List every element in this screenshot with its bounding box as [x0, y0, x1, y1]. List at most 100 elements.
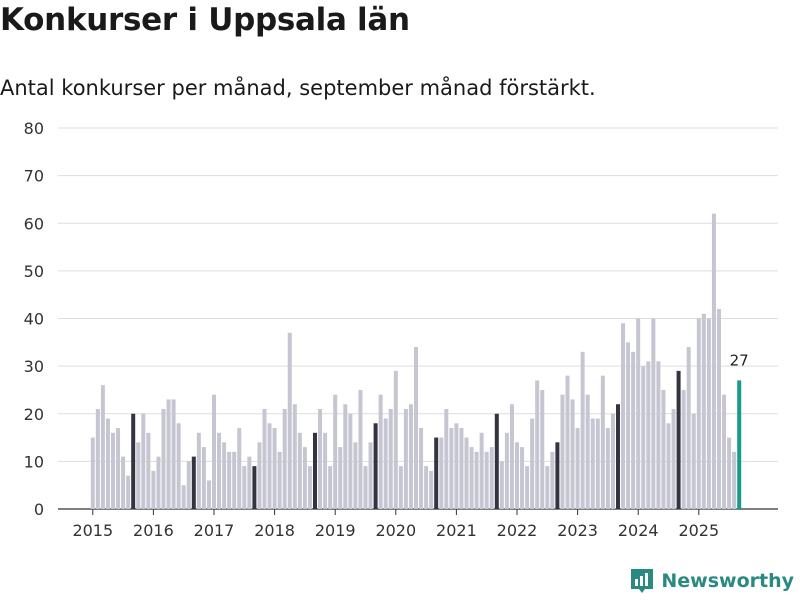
bar: [424, 466, 428, 509]
bar: [449, 428, 453, 509]
bar: [737, 380, 741, 509]
bar: [177, 423, 181, 509]
x-tick-label: 2018: [254, 521, 295, 540]
bar: [172, 399, 176, 509]
bar: [116, 428, 120, 509]
bar: [227, 452, 231, 509]
bar: [202, 447, 206, 509]
bar: [222, 442, 226, 509]
bar: [732, 452, 736, 509]
bar: [495, 414, 499, 509]
bar: [500, 461, 504, 509]
bar: [470, 447, 474, 509]
bar: [197, 433, 201, 509]
chart-bars: [91, 214, 741, 509]
bar: [646, 361, 650, 509]
y-tick-label: 40: [24, 310, 44, 329]
bar: [369, 442, 373, 509]
bar: [338, 447, 342, 509]
y-axis-ticks: 0 10 20 30 40 50 60 70 80: [24, 119, 44, 519]
bar: [475, 452, 479, 509]
bar: [333, 395, 337, 509]
bar: [96, 409, 100, 509]
x-tick-label: 2022: [497, 521, 538, 540]
bar: [308, 466, 312, 509]
bar: [581, 352, 585, 509]
newsworthy-wordmark: Newsworthy: [661, 570, 794, 592]
bar: [677, 371, 681, 509]
bar: [444, 409, 448, 509]
bar: [192, 457, 196, 509]
bar: [459, 428, 463, 509]
bar: [712, 214, 716, 509]
bar: [490, 447, 494, 509]
bar: [631, 352, 635, 509]
bar: [465, 438, 469, 509]
x-tick-label: 2024: [618, 521, 659, 540]
bar: [278, 452, 282, 509]
bar: [106, 419, 110, 509]
y-tick-label: 70: [24, 167, 44, 186]
bar: [156, 457, 160, 509]
bar: [606, 428, 610, 509]
y-tick-label: 60: [24, 214, 44, 233]
bar: [560, 395, 564, 509]
x-tick-label: 2021: [436, 521, 477, 540]
bar: [414, 347, 418, 509]
x-tick-label: 2015: [72, 521, 113, 540]
bar: [242, 466, 246, 509]
bar: [434, 438, 438, 509]
bar: [283, 409, 287, 509]
bar: [702, 314, 706, 509]
y-tick-label: 0: [34, 500, 44, 519]
x-tick-label: 2017: [194, 521, 235, 540]
bar: [182, 485, 186, 509]
bar: [141, 414, 145, 509]
y-tick-label: 80: [24, 119, 44, 138]
bar: [707, 319, 711, 510]
bar: [358, 390, 362, 509]
bar: [121, 457, 125, 509]
bar: [480, 433, 484, 509]
bar: [520, 447, 524, 509]
bar: [727, 438, 731, 509]
y-tick-label: 50: [24, 262, 44, 281]
bar: [212, 395, 216, 509]
bar: [540, 390, 544, 509]
bar: [717, 309, 721, 509]
bar: [151, 471, 155, 509]
y-tick-label: 30: [24, 357, 44, 376]
bar: [232, 452, 236, 509]
bar: [656, 361, 660, 509]
bar: [641, 366, 645, 509]
bar: [596, 419, 600, 509]
bar: [389, 409, 393, 509]
bar: [687, 347, 691, 509]
chart-annotations: 27: [730, 351, 749, 369]
bar: [550, 452, 554, 509]
bar: [131, 414, 135, 509]
bar: [187, 461, 191, 509]
x-tick-label: 2023: [557, 521, 598, 540]
bar: [722, 395, 726, 509]
bar: [162, 409, 166, 509]
bar: [323, 433, 327, 509]
bar: [303, 447, 307, 509]
bar: [535, 380, 539, 509]
bar: [667, 423, 671, 509]
bar: [298, 433, 302, 509]
y-tick-label: 10: [24, 452, 44, 471]
bar: [293, 404, 297, 509]
x-tick-label: 2020: [375, 521, 416, 540]
bar: [454, 423, 458, 509]
newsworthy-logo-icon: [629, 567, 655, 595]
bar: [318, 409, 322, 509]
newsworthy-brand[interactable]: Newsworthy: [629, 566, 794, 596]
bar: [101, 385, 105, 509]
bar-chart: 01020304050607080 2015 2016 2017 2018 2019 20…: [0, 0, 800, 560]
bar: [313, 433, 317, 509]
bar: [525, 466, 529, 509]
bar: [576, 428, 580, 509]
bar: [343, 404, 347, 509]
bar: [288, 333, 292, 509]
